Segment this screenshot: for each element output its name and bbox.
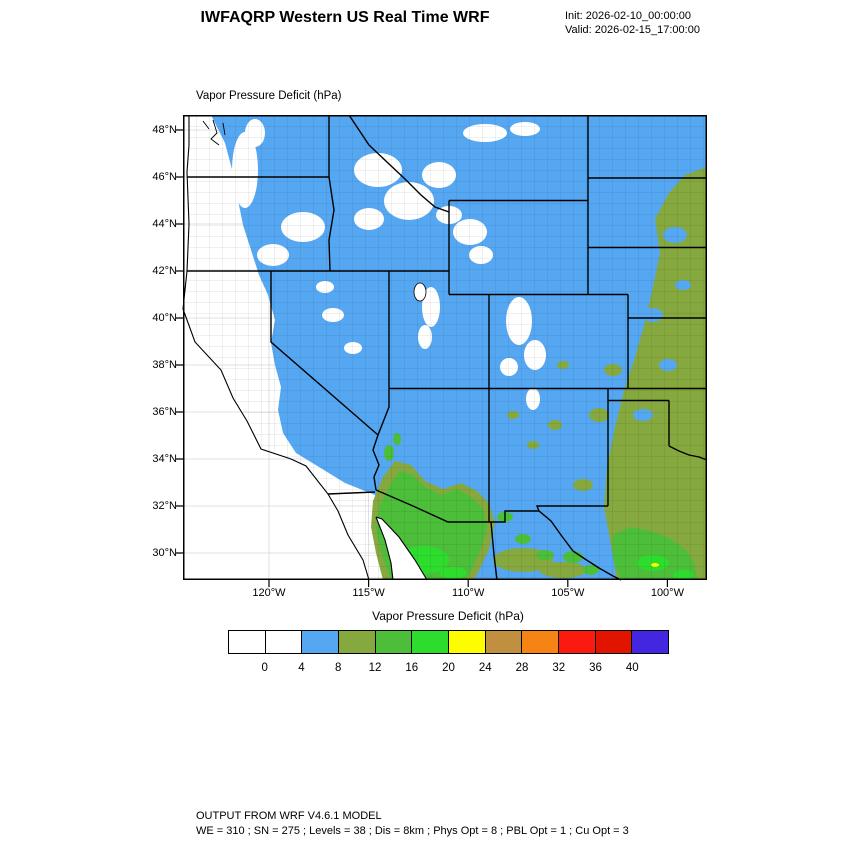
colorbar-labels: 0 4 8 12 16 20 24 28 32 36 40	[228, 662, 669, 676]
lon-tick-label: 110°W	[452, 587, 485, 599]
colorbar-tick-label: 40	[625, 662, 639, 674]
map-canvas	[176, 114, 708, 587]
state-borders-layer	[187, 114, 708, 581]
lat-tick-label: 32°N	[152, 500, 177, 512]
lat-tick-label: 44°N	[152, 218, 177, 230]
lat-tick-label: 40°N	[152, 312, 177, 324]
colorbar-segment	[521, 630, 560, 654]
colorbar-segment	[594, 630, 633, 654]
footer-line-2: WE = 310 ; SN = 275 ; Levels = 38 ; Dis …	[196, 825, 629, 837]
coastline	[182, 115, 428, 581]
colorbar-title: Vapor Pressure Deficit (hPa)	[372, 609, 524, 623]
colorbar-tick-label: 36	[589, 662, 602, 674]
lon-tick-label: 100°W	[650, 587, 684, 599]
colorbar-tick-label: 24	[478, 662, 492, 674]
colorbar-tick-label: 28	[515, 662, 529, 674]
lat-tick-label: 38°N	[152, 359, 177, 371]
colorbar-segment	[411, 630, 450, 654]
colorbar-tick-label: 8	[335, 662, 342, 674]
map-frame	[183, 115, 707, 580]
valid-time-label: Valid: 2026-02-15_17:00:00	[565, 24, 700, 36]
colorbar-segment	[338, 630, 376, 654]
colorbar-segment	[228, 630, 266, 654]
colorbar-segment	[374, 630, 413, 654]
axis-ticks	[176, 129, 668, 587]
lat-tick-label: 48°N	[152, 124, 177, 136]
colorbar-segment	[631, 630, 670, 654]
init-time-label: Init: 2026-02-10_00:00:00	[565, 10, 691, 22]
colorbar-segment	[264, 630, 303, 654]
colorbar	[228, 630, 670, 654]
colorbar-tick-label: 12	[368, 662, 382, 674]
lat-tick-label: 34°N	[152, 453, 177, 465]
lon-tick-label: 115°W	[352, 587, 385, 599]
map-plot	[175, 114, 715, 588]
lon-tick-label: 120°W	[252, 587, 286, 599]
lat-tick-label: 30°N	[152, 547, 177, 559]
colorbar-tick-label: 32	[552, 662, 566, 674]
colorbar-tick-label: 16	[405, 662, 419, 674]
lon-tick-label: 105°W	[551, 587, 585, 599]
great-salt-lake	[413, 282, 427, 302]
footer-line-1: OUTPUT FROM WRF V4.6.1 MODEL	[196, 810, 382, 822]
colorbar-segment	[484, 630, 523, 654]
model-info: OUTPUT FROM WRF V4.6.1 MODEL WE = 310 ; …	[196, 809, 629, 839]
lat-tick-label: 36°N	[152, 406, 177, 418]
lat-tick-label: 46°N	[152, 171, 177, 183]
field-title: Vapor Pressure Deficit (hPa)	[196, 90, 342, 102]
run-time-info: Init: 2026-02-10_00:00:00 Valid: 2026-02…	[565, 9, 700, 37]
lat-tick-label: 42°N	[152, 265, 177, 277]
colorbar-segment	[558, 630, 596, 654]
colorbar-tick-label: 0	[261, 662, 268, 674]
colorbar-tick-label: 4	[298, 662, 305, 674]
page-title: IWFAQRP Western US Real Time WRF	[200, 9, 490, 26]
colorbar-segment	[448, 630, 486, 654]
colorbar-tick-label: 20	[442, 662, 455, 674]
colorbar-segment	[301, 630, 340, 654]
